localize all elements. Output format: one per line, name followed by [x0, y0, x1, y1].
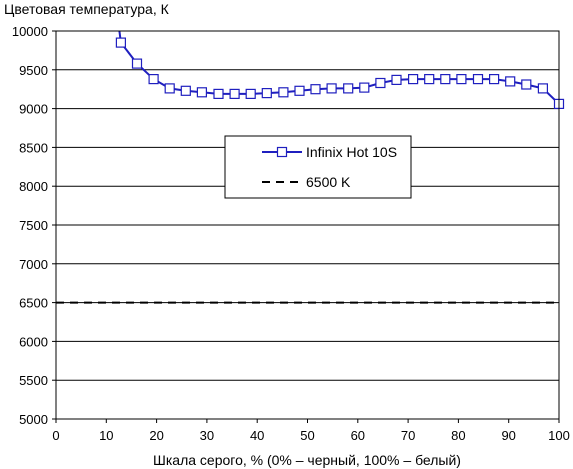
- series-infinix-point-26: [537, 83, 549, 94]
- y-tick-label: 8000: [19, 179, 48, 194]
- series-infinix-point-14: [343, 83, 354, 94]
- series-infinix-point-21: [456, 73, 467, 85]
- series-infinix-point-18: [408, 73, 419, 85]
- series-infinix-point-15: [359, 82, 370, 93]
- y-tick-labels: 5000 5500 6000 6500 7000 7500 8000 8500 9000 9500…: [12, 24, 48, 427]
- y-tick-label: 8500: [19, 140, 48, 155]
- series-infinix-point-8: [245, 88, 256, 100]
- series-infinix-point-3: [164, 83, 175, 94]
- legend-box: [224, 135, 412, 199]
- series-infinix-point-2: [148, 73, 159, 85]
- series-infinix-point-6: [213, 88, 224, 100]
- y-tick-label: 9000: [19, 102, 48, 117]
- series-infinix-point-1: [131, 58, 143, 69]
- x-tick-label: 50: [300, 428, 314, 443]
- series-infinix-point-0: [115, 37, 127, 48]
- y-tick-label: 7500: [19, 218, 48, 233]
- series-infinix-point-25: [521, 79, 532, 90]
- series-infinix-point-17: [391, 74, 402, 86]
- x-tick-label: 60: [351, 428, 365, 443]
- legend-label-6500: 6500 K: [306, 174, 351, 190]
- legend-label-infinix: Infinix Hot 10S: [306, 144, 397, 160]
- legend-marker-infinix: [276, 146, 288, 158]
- x-tick-label: 30: [200, 428, 214, 443]
- series-infinix-point-19: [424, 73, 435, 85]
- y-tick-label: 9500: [19, 63, 48, 78]
- legend: Infinix Hot 10S 6500 K: [224, 135, 412, 199]
- x-tick-label: 20: [149, 428, 163, 443]
- y-tick-label: 5500: [19, 373, 48, 388]
- x-tick-label: 70: [401, 428, 415, 443]
- series-infinix-point-5: [196, 87, 207, 98]
- series-infinix-point-11: [294, 85, 305, 96]
- series-infinix-point-20: [440, 73, 451, 85]
- plot-frame: [55, 30, 560, 420]
- x-tick-labels: 0 10 20 30 40 50 60 70 80 90 100: [52, 428, 569, 443]
- y-tick-label: 10000: [12, 24, 48, 39]
- series-infinix-point-9: [261, 87, 272, 99]
- y-axis-title: Цветовая температура, К: [4, 1, 170, 17]
- x-axis-title: Шкала серого, % (0% – черный, 100% – бел…: [153, 452, 461, 468]
- x-tick-label: 10: [99, 428, 113, 443]
- x-tick-label: 90: [501, 428, 515, 443]
- x-tick-label: 0: [52, 428, 59, 443]
- series-infinix-point-24: [505, 76, 516, 87]
- series-infinix-point-12: [310, 84, 321, 95]
- series-infinix-point-16: [375, 77, 386, 89]
- x-tick-label: 80: [451, 428, 465, 443]
- x-tick-label: 40: [250, 428, 264, 443]
- y-tick-label: 6000: [19, 334, 48, 349]
- y-tick-label: 6500: [19, 296, 48, 311]
- series-layer: [56, 31, 565, 304]
- y-tick-label: 7000: [19, 257, 48, 272]
- series-infinix-point-22: [472, 73, 484, 85]
- series-infinix-point-13: [326, 83, 337, 94]
- series-infinix-point-23: [489, 73, 500, 85]
- y-tick-label: 5000: [19, 412, 48, 427]
- series-infinix-point-7: [229, 88, 240, 100]
- x-tick-label: 100: [548, 428, 570, 443]
- series-infinix-point-4: [180, 85, 191, 96]
- series-infinix-point-10: [278, 87, 289, 98]
